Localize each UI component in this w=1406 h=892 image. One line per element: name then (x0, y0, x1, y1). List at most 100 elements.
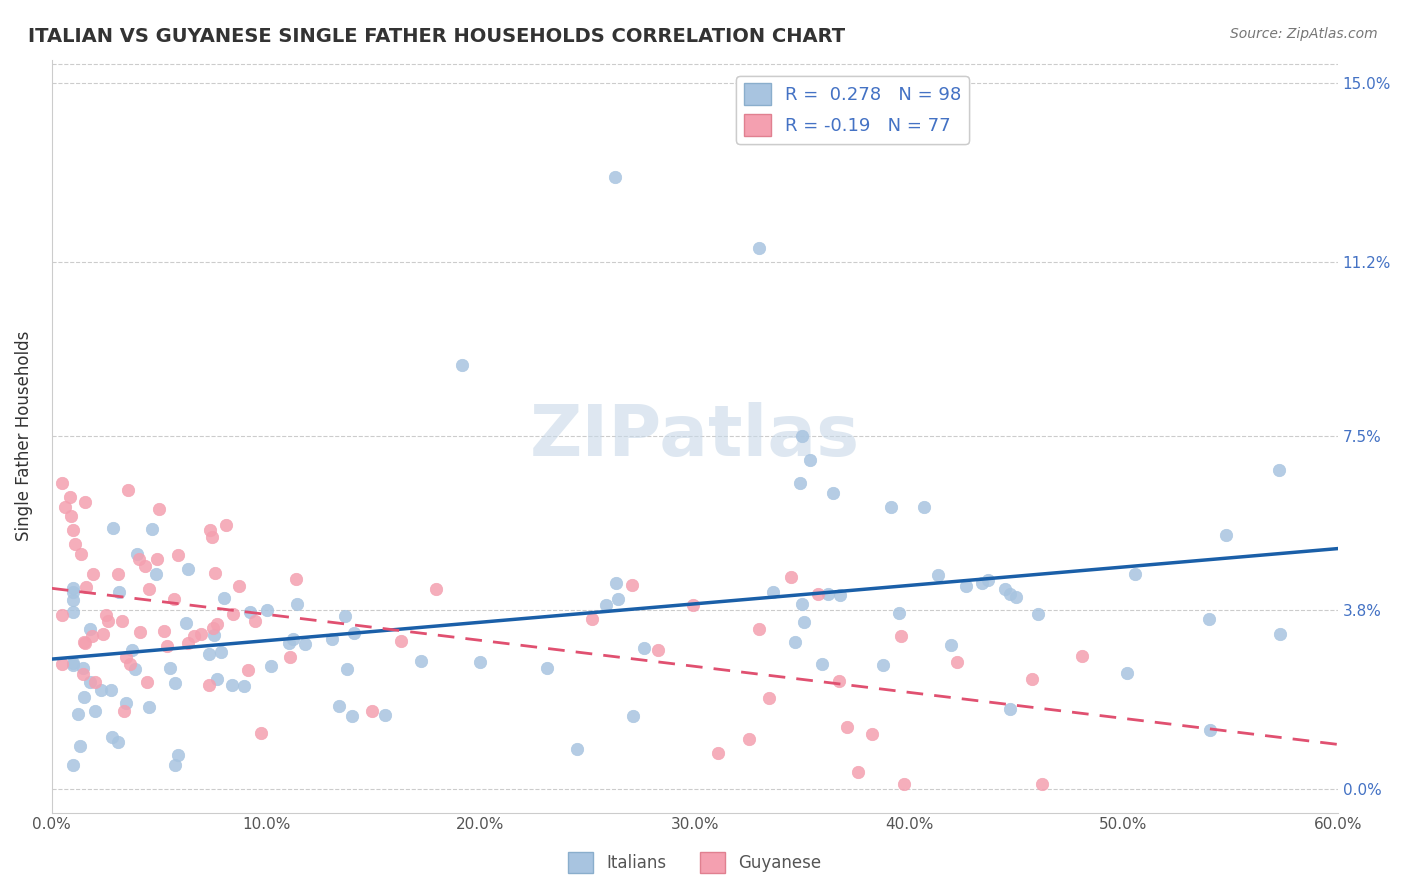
Point (1198, 612, 1220, 626)
Point (73, 494, 96, 508)
Point (165, 676, 187, 690)
Point (1123, 566, 1146, 581)
Point (976, 573, 998, 587)
Point (633, 641, 655, 656)
Point (340, 709, 363, 723)
Point (201, 530, 224, 544)
Point (799, 452, 821, 467)
Point (607, 592, 630, 607)
Point (468, 655, 491, 669)
Point (425, 582, 447, 597)
Point (159, 660, 181, 674)
Point (114, 649, 136, 664)
Y-axis label: Single Father Households: Single Father Households (15, 331, 32, 541)
Point (1215, 528, 1237, 542)
Point (129, 625, 152, 640)
Point (107, 735, 129, 749)
Point (1000, 702, 1022, 716)
Point (970, 576, 993, 591)
Point (79, 675, 101, 690)
Point (748, 241, 770, 255)
Point (389, 633, 412, 648)
Point (176, 635, 198, 649)
Point (1268, 627, 1291, 641)
Point (222, 607, 245, 621)
Point (835, 720, 858, 734)
Point (409, 654, 432, 668)
Point (758, 690, 780, 705)
Point (177, 562, 200, 576)
Point (190, 626, 212, 640)
Point (955, 579, 977, 593)
Point (148, 501, 170, 516)
Point (810, 657, 832, 671)
Point (1267, 463, 1289, 477)
Point (747, 623, 769, 637)
Point (647, 643, 669, 657)
Point (59, 509, 82, 524)
Point (138, 700, 160, 714)
Point (281, 632, 304, 646)
Point (97, 614, 120, 628)
Point (790, 429, 813, 443)
Point (738, 731, 761, 746)
Point (198, 678, 221, 692)
Point (90, 683, 112, 698)
Point (236, 664, 259, 678)
Point (1116, 665, 1139, 680)
Point (294, 636, 316, 650)
Point (789, 476, 811, 491)
Point (91, 626, 114, 640)
Point (72, 666, 94, 681)
Point (62, 582, 84, 596)
Point (762, 585, 785, 599)
Point (174, 616, 197, 631)
Point (73, 635, 96, 649)
Point (233, 679, 256, 693)
Point (111, 614, 134, 628)
Point (163, 592, 186, 607)
Point (51, 657, 73, 671)
Point (202, 621, 225, 635)
Point (256, 603, 278, 617)
Point (145, 566, 167, 581)
Point (63, 537, 86, 551)
Point (153, 624, 176, 639)
Point (277, 636, 299, 650)
Point (890, 629, 912, 643)
Point (121, 643, 143, 657)
Point (343, 626, 366, 640)
Point (127, 547, 149, 561)
Point (167, 548, 190, 562)
Point (138, 582, 160, 596)
Text: ZIPatlas: ZIPatlas (530, 401, 860, 471)
Point (285, 572, 308, 586)
Point (707, 747, 730, 761)
Point (202, 628, 225, 642)
Point (806, 587, 828, 601)
Point (321, 632, 343, 646)
Point (239, 606, 262, 620)
Point (80, 629, 103, 643)
Point (51, 608, 73, 623)
Point (134, 558, 156, 573)
Point (115, 696, 138, 710)
Point (821, 485, 844, 500)
Point (205, 672, 228, 686)
Point (83, 674, 105, 689)
Point (536, 661, 558, 675)
Point (101, 521, 124, 535)
Point (82, 566, 104, 581)
Point (84, 704, 107, 718)
Point (1031, 777, 1053, 791)
Point (872, 657, 894, 672)
Point (100, 683, 122, 698)
Point (198, 523, 221, 537)
Point (374, 707, 396, 722)
Point (793, 615, 815, 629)
Point (72, 690, 94, 704)
Point (205, 616, 228, 631)
Point (994, 582, 1017, 597)
Point (107, 566, 129, 581)
Point (1021, 672, 1043, 686)
